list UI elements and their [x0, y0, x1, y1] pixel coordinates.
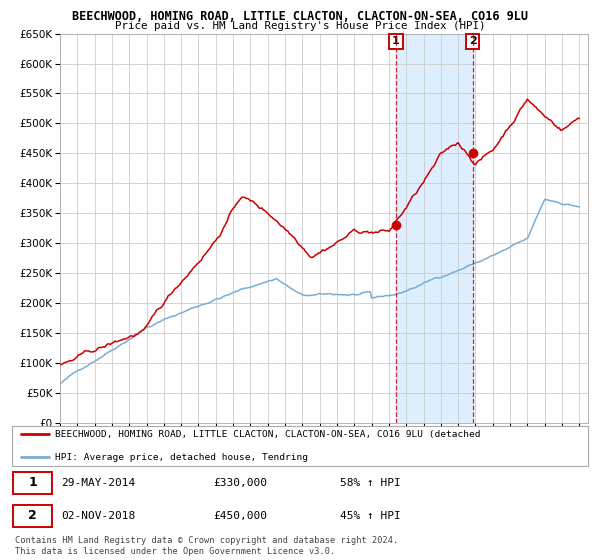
Text: 2: 2 — [469, 36, 476, 46]
Text: Contains HM Land Registry data © Crown copyright and database right 2024.
This d: Contains HM Land Registry data © Crown c… — [15, 536, 398, 556]
Text: BEECHWOOD, HOMING ROAD, LITTLE CLACTON, CLACTON-ON-SEA, CO16 9LU: BEECHWOOD, HOMING ROAD, LITTLE CLACTON, … — [72, 10, 528, 22]
Text: 02-NOV-2018: 02-NOV-2018 — [61, 511, 135, 521]
Text: 29-MAY-2014: 29-MAY-2014 — [61, 478, 135, 488]
FancyBboxPatch shape — [13, 472, 52, 494]
Text: HPI: Average price, detached house, Tendring: HPI: Average price, detached house, Tend… — [55, 452, 308, 461]
Text: BEECHWOOD, HOMING ROAD, LITTLE CLACTON, CLACTON-ON-SEA, CO16 9LU (detached: BEECHWOOD, HOMING ROAD, LITTLE CLACTON, … — [55, 430, 481, 439]
Text: 2: 2 — [28, 510, 37, 522]
Text: 1: 1 — [392, 36, 400, 46]
Bar — [396, 34, 473, 423]
Text: £330,000: £330,000 — [214, 478, 268, 488]
Text: Price paid vs. HM Land Registry's House Price Index (HPI): Price paid vs. HM Land Registry's House … — [115, 21, 485, 31]
Text: 58% ↑ HPI: 58% ↑ HPI — [340, 478, 401, 488]
Text: 45% ↑ HPI: 45% ↑ HPI — [340, 511, 401, 521]
FancyBboxPatch shape — [13, 505, 52, 527]
Text: £450,000: £450,000 — [214, 511, 268, 521]
Text: 1: 1 — [28, 477, 37, 489]
